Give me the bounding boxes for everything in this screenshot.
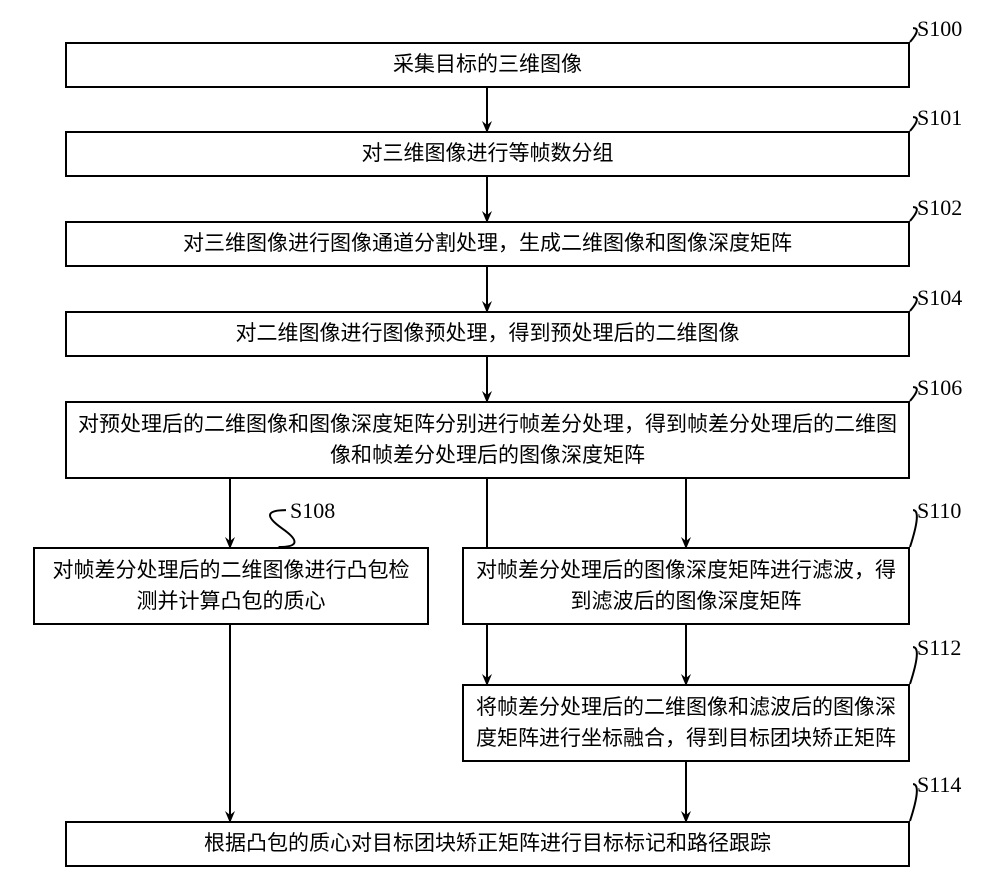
flow-node-s100: 采集目标的三维图像	[65, 42, 910, 88]
step-label-s110: S110	[917, 498, 961, 524]
flow-node-text: 对三维图像进行图像通道分割处理，生成二维图像和图像深度矩阵	[183, 228, 792, 260]
flow-node-text: 对帧差分处理后的二维图像进行凸包检测并计算凸包的质心	[45, 555, 417, 618]
step-label-s114: S114	[917, 772, 961, 798]
flow-node-text: 对三维图像进行等帧数分组	[362, 138, 614, 170]
flow-node-s106: 对预处理后的二维图像和图像深度矩阵分别进行帧差分处理，得到帧差分处理后的二维图像…	[65, 401, 910, 479]
flowchart-canvas: 采集目标的三维图像 S100 对三维图像进行等帧数分组 S101 对三维图像进行图像通道…	[0, 0, 1000, 893]
flow-node-text: 根据凸包的质心对目标团块矫正矩阵进行目标标记和路径跟踪	[204, 828, 771, 860]
step-label-s101: S101	[917, 105, 962, 131]
flow-node-s112: 将帧差分处理后的二维图像和滤波后的图像深度矩阵进行坐标融合，得到目标团块矫正矩阵	[462, 684, 910, 762]
step-label-s104: S104	[917, 285, 962, 311]
step-label-s106: S106	[917, 375, 962, 401]
flow-node-text: 对二维图像进行图像预处理，得到预处理后的二维图像	[236, 318, 740, 350]
flow-node-s108: 对帧差分处理后的二维图像进行凸包检测并计算凸包的质心	[33, 547, 429, 625]
flow-node-s101: 对三维图像进行等帧数分组	[65, 131, 910, 177]
flow-node-s102: 对三维图像进行图像通道分割处理，生成二维图像和图像深度矩阵	[65, 221, 910, 267]
flow-node-s110: 对帧差分处理后的图像深度矩阵进行滤波，得到滤波后的图像深度矩阵	[462, 547, 910, 625]
flow-node-text: 采集目标的三维图像	[393, 49, 582, 81]
flow-node-s104: 对二维图像进行图像预处理，得到预处理后的二维图像	[65, 311, 910, 357]
step-label-s100: S100	[917, 16, 962, 42]
step-label-s112: S112	[917, 635, 961, 661]
step-label-s108: S108	[290, 498, 335, 524]
flow-node-s114: 根据凸包的质心对目标团块矫正矩阵进行目标标记和路径跟踪	[65, 821, 910, 867]
flow-node-text: 对帧差分处理后的图像深度矩阵进行滤波，得到滤波后的图像深度矩阵	[474, 555, 898, 618]
flow-node-text: 对预处理后的二维图像和图像深度矩阵分别进行帧差分处理，得到帧差分处理后的二维图像…	[77, 409, 898, 472]
flow-node-text: 将帧差分处理后的二维图像和滤波后的图像深度矩阵进行坐标融合，得到目标团块矫正矩阵	[474, 692, 898, 755]
step-label-s102: S102	[917, 195, 962, 221]
